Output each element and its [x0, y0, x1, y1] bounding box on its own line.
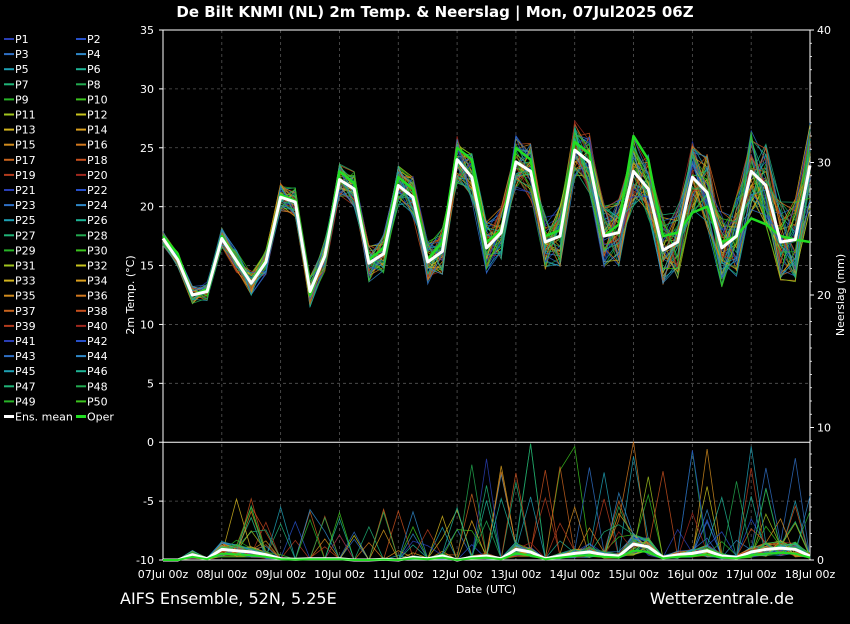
y-tick-label-right: 0 [817, 554, 824, 567]
legend-label: P24 [87, 199, 108, 212]
legend-label: P25 [15, 214, 36, 227]
legend-label: P44 [87, 350, 108, 363]
legend-label: P15 [15, 139, 36, 152]
legend-label: P12 [87, 109, 108, 122]
legend-label: P33 [15, 275, 36, 288]
x-tick-label: 11Jul 00z [373, 568, 424, 581]
y-tick-label-left: -10 [136, 554, 154, 567]
legend-label: P10 [87, 93, 108, 106]
y-tick-label-left: 20 [140, 201, 154, 214]
legend-label: P46 [87, 365, 108, 378]
x-tick-label: 17Jul 00z [726, 568, 777, 581]
legend-label: P9 [15, 93, 29, 106]
legend-label: P22 [87, 184, 108, 197]
ens-mean-line [161, 148, 812, 297]
y-tick-label-left: 0 [147, 436, 154, 449]
x-tick-label: 16Jul 00z [667, 568, 718, 581]
legend-label: P27 [15, 229, 36, 242]
legend-label: P34 [87, 275, 108, 288]
y-tick-label-right: 10 [817, 422, 831, 435]
y-axis-label-left: 2m Temp. (°C) [124, 255, 137, 334]
legend-label: P41 [15, 335, 36, 348]
y-tick-label-right: 40 [817, 24, 831, 37]
legend-label: P35 [15, 290, 36, 303]
legend-label: P3 [15, 48, 29, 61]
legend-label: P18 [87, 154, 108, 167]
legend-label: P31 [15, 260, 36, 273]
legend-label: P19 [15, 169, 36, 182]
axes: 07Jul 00z 08Jul 00z 09Jul 00z 10Jul 00z 11Ju… [124, 24, 847, 596]
y-tick-label-left: 35 [140, 24, 154, 37]
y-axis-label-right: Neerslag (mm) [834, 254, 847, 336]
legend-label: Ens. mean [15, 411, 73, 424]
footer-left: AIFS Ensemble, 52N, 5.25E [120, 589, 337, 608]
legend-label: P4 [87, 48, 101, 61]
legend-label: P50 [87, 395, 108, 408]
y-tick-label-right: 20 [817, 289, 831, 302]
legend-label: P39 [15, 320, 36, 333]
legend-label: P26 [87, 214, 108, 227]
x-tick-label: 15Jul 00z [608, 568, 659, 581]
legend-label: P40 [87, 320, 108, 333]
y-tick-label-left: 10 [140, 318, 154, 331]
x-tick-label: 18Jul 00z [785, 568, 836, 581]
legend-label: P6 [87, 63, 101, 76]
legend-label: Oper [87, 411, 114, 424]
y-tick-label-left: 5 [147, 377, 154, 390]
legend-label: P43 [15, 350, 36, 363]
legend-label: P17 [15, 154, 36, 167]
legend: P1 P2 P3 P4 P5 P6 P7 P8 P9 P10 P11 P12 P13 P14 P15 P16 P… [4, 33, 114, 424]
legend-label: P14 [87, 124, 108, 137]
legend-label: P32 [87, 260, 108, 273]
legend-label: P5 [15, 63, 29, 76]
legend-label: P13 [15, 124, 36, 137]
legend-label: P11 [15, 109, 36, 122]
plot-frame [162, 29, 811, 561]
legend-label: P36 [87, 290, 108, 303]
footer-right: Wetterzentrale.de [650, 589, 794, 608]
x-tick-label: 12Jul 00z [432, 568, 483, 581]
legend-label: P28 [87, 229, 108, 242]
legend-label: P48 [87, 380, 108, 393]
legend-label: P7 [15, 78, 29, 91]
oper-precip-line [163, 549, 811, 561]
legend-label: P42 [87, 335, 108, 348]
legend-label: P37 [15, 305, 36, 318]
legend-label: P47 [15, 380, 36, 393]
x-tick-label: 14Jul 00z [549, 568, 600, 581]
y-tick-label-left: 25 [140, 142, 154, 155]
grid [163, 30, 810, 560]
y-tick-label-left: 15 [140, 260, 154, 273]
x-tick-label: 13Jul 00z [491, 568, 542, 581]
legend-label: P2 [87, 33, 101, 46]
legend-label: P1 [15, 33, 29, 46]
legend-label: P45 [15, 365, 36, 378]
y-tick-label-left: -5 [143, 495, 154, 508]
x-axis-label: Date (UTC) [456, 583, 516, 596]
y-tick-label-right: 30 [817, 157, 831, 170]
legend-label: P20 [87, 169, 108, 182]
legend-label: P49 [15, 395, 36, 408]
x-tick-label: 07Jul 00z [138, 568, 189, 581]
ens-mean-precip-line [163, 542, 811, 562]
y-tick-label-left: 30 [140, 83, 154, 96]
legend-label: P16 [87, 139, 108, 152]
x-tick-label: 09Jul 00z [255, 568, 306, 581]
legend-label: P30 [87, 244, 108, 257]
legend-label: P29 [15, 244, 36, 257]
legend-label: P21 [15, 184, 36, 197]
member-line-p43 [162, 135, 811, 296]
ensemble-members [162, 119, 811, 561]
main-series [161, 134, 812, 562]
legend-label: P38 [87, 305, 108, 318]
chart-title: De Bilt KNMI (NL) 2m Temp. & Neerslag | … [176, 3, 693, 22]
x-tick-label: 10Jul 00z [314, 568, 365, 581]
legend-label: P8 [87, 78, 101, 91]
x-tick-label: 08Jul 00z [197, 568, 248, 581]
legend-label: P23 [15, 199, 36, 212]
